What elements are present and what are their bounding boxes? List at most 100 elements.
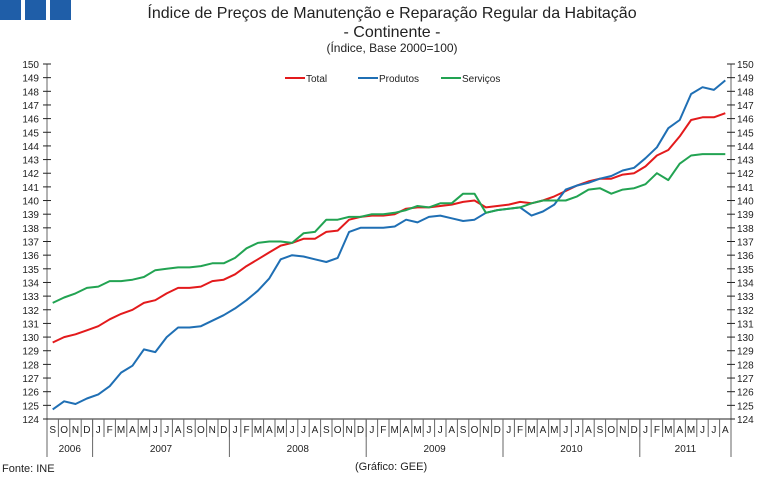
y-tick-label-right: 136 bbox=[737, 251, 754, 262]
y-tick-label-left: 139 bbox=[22, 210, 39, 221]
year-label: 2007 bbox=[150, 444, 173, 455]
month-label: A bbox=[266, 425, 273, 436]
source-note: Fonte: INE bbox=[2, 463, 55, 475]
credit-note: (Gráfico: GEE) bbox=[355, 461, 428, 473]
month-label: O bbox=[471, 425, 479, 436]
month-label: J bbox=[164, 425, 169, 436]
y-tick-label-left: 150 bbox=[22, 60, 39, 71]
y-tick-label-right: 130 bbox=[737, 333, 754, 344]
y-tick-label-right: 132 bbox=[737, 306, 754, 317]
month-label: F bbox=[654, 425, 660, 436]
year-label: 2008 bbox=[287, 444, 310, 455]
y-tick-label-left: 149 bbox=[22, 74, 39, 85]
month-label: J bbox=[153, 425, 158, 436]
y-tick-label-right: 134 bbox=[737, 278, 754, 289]
chart-subtitle: (Índice, Base 2000=100) bbox=[326, 41, 458, 55]
month-label: N bbox=[209, 425, 216, 436]
legend-label: Produtos bbox=[379, 74, 419, 85]
y-tick-label-left: 140 bbox=[22, 197, 39, 208]
month-label: O bbox=[607, 425, 615, 436]
month-label: A bbox=[540, 425, 547, 436]
month-label: A bbox=[175, 425, 182, 436]
month-label: A bbox=[448, 425, 455, 436]
month-label: F bbox=[107, 425, 113, 436]
y-tick-label-right: 139 bbox=[737, 210, 754, 221]
y-tick-label-left: 148 bbox=[22, 87, 39, 98]
month-label: N bbox=[482, 425, 489, 436]
month-label: D bbox=[357, 425, 364, 436]
y-tick-label-right: 141 bbox=[737, 183, 754, 194]
series-line-serviços bbox=[52, 153, 726, 304]
month-label: J bbox=[301, 425, 306, 436]
month-label: F bbox=[517, 425, 523, 436]
y-tick-label-right: 127 bbox=[737, 374, 754, 385]
month-label: M bbox=[140, 425, 148, 436]
month-label: O bbox=[334, 425, 342, 436]
month-label: M bbox=[527, 425, 535, 436]
y-tick-label-right: 138 bbox=[737, 224, 754, 235]
y-tick-label-left: 127 bbox=[22, 374, 39, 385]
year-label: 2006 bbox=[59, 444, 82, 455]
y-tick-label-right: 149 bbox=[737, 74, 754, 85]
month-label: D bbox=[83, 425, 90, 436]
month-label: N bbox=[345, 425, 352, 436]
y-tick-label-left: 144 bbox=[22, 142, 39, 153]
month-label: A bbox=[722, 425, 729, 436]
month-label: M bbox=[413, 425, 421, 436]
y-tick-label-right: 147 bbox=[737, 101, 754, 112]
y-tick-label-left: 131 bbox=[22, 319, 39, 330]
y-tick-label-left: 134 bbox=[22, 278, 39, 289]
y-tick-label-right: 125 bbox=[737, 401, 754, 412]
month-label: N bbox=[619, 425, 626, 436]
month-label: A bbox=[676, 425, 683, 436]
y-tick-label-right: 126 bbox=[737, 388, 754, 399]
chart-title: Índice de Preços de Manutenção e Reparaç… bbox=[0, 4, 784, 42]
chart-title-line2: - Continente - bbox=[343, 24, 441, 41]
year-label: 2010 bbox=[560, 444, 583, 455]
y-tick-label-right: 150 bbox=[737, 60, 754, 71]
month-label: J bbox=[369, 425, 374, 436]
y-tick-label-right: 140 bbox=[737, 197, 754, 208]
month-label: A bbox=[403, 425, 410, 436]
legend-label: Serviços bbox=[462, 74, 500, 85]
month-label: M bbox=[687, 425, 695, 436]
month-label: M bbox=[277, 425, 285, 436]
y-tick-label-left: 130 bbox=[22, 333, 39, 344]
logo bbox=[0, 0, 71, 20]
month-label: J bbox=[438, 425, 443, 436]
y-tick-label-right: 131 bbox=[737, 319, 754, 330]
y-tick-label-right: 129 bbox=[737, 347, 754, 358]
month-label: J bbox=[290, 425, 295, 436]
month-label: A bbox=[129, 425, 136, 436]
y-tick-label-right: 142 bbox=[737, 169, 754, 180]
y-tick-label-left: 135 bbox=[22, 265, 39, 276]
month-label: J bbox=[233, 425, 238, 436]
y-tick-label-right: 128 bbox=[737, 360, 754, 371]
month-label: J bbox=[426, 425, 431, 436]
y-tick-label-left: 132 bbox=[22, 306, 39, 317]
month-label: J bbox=[563, 425, 568, 436]
y-tick-label-right: 137 bbox=[737, 238, 754, 249]
year-label: 2009 bbox=[423, 444, 446, 455]
y-tick-label-left: 133 bbox=[22, 292, 39, 303]
month-label: M bbox=[117, 425, 125, 436]
y-tick-label-left: 137 bbox=[22, 238, 39, 249]
y-tick-label-left: 129 bbox=[22, 347, 39, 358]
y-tick-label-right: 133 bbox=[737, 292, 754, 303]
series-line-total bbox=[52, 112, 726, 344]
y-tick-label-right: 148 bbox=[737, 87, 754, 98]
month-label: S bbox=[323, 425, 330, 436]
month-label: M bbox=[254, 425, 262, 436]
month-label: N bbox=[72, 425, 79, 436]
month-label: A bbox=[312, 425, 319, 436]
month-label: M bbox=[550, 425, 558, 436]
month-label: S bbox=[186, 425, 193, 436]
month-label: J bbox=[700, 425, 705, 436]
month-label: A bbox=[585, 425, 592, 436]
month-label: F bbox=[243, 425, 249, 436]
month-label: M bbox=[391, 425, 399, 436]
month-label: D bbox=[220, 425, 227, 436]
month-label: F bbox=[380, 425, 386, 436]
chart-title-line1: Índice de Preços de Manutenção e Reparaç… bbox=[147, 5, 637, 22]
